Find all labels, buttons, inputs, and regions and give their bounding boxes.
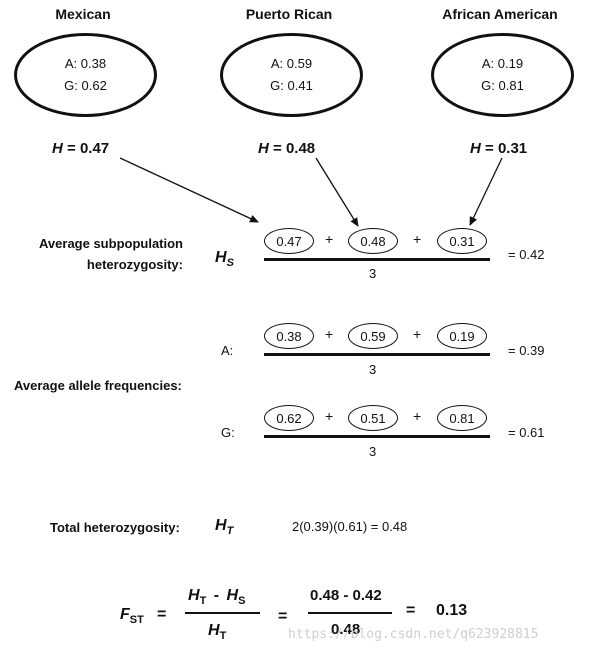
hs-term-2: 0.48 xyxy=(348,228,398,254)
hs-symbol-sub: S xyxy=(226,257,234,270)
hs-label: Average subpopulation heterozygosity: xyxy=(30,233,183,275)
hs-fraction-bar xyxy=(264,258,490,261)
population-title-puerto-rican: Puerto Rican xyxy=(245,6,333,22)
fst-den-value: 0.48 xyxy=(331,621,361,638)
g-denominator: 3 xyxy=(369,444,377,459)
g-term-1: 0.62 xyxy=(264,405,314,431)
arrow-mexican xyxy=(119,157,259,223)
fst-numerator: HT - HS xyxy=(188,587,245,607)
fst-equals-3: = xyxy=(406,602,416,619)
g-term-3: 0.81 xyxy=(437,405,487,431)
g-result: = 0.61 xyxy=(508,425,545,440)
hs-label-line1: Average subpopulation xyxy=(39,236,183,251)
fst-den-h: H xyxy=(208,622,220,639)
population-title-mexican: Mexican xyxy=(55,6,111,22)
a-term-2: 0.59 xyxy=(348,323,398,349)
hs-denominator: 3 xyxy=(369,266,377,281)
ht-expression: 2(0.39)(0.61) = 0.48 xyxy=(292,519,408,534)
fst-equals-2: = xyxy=(278,608,288,625)
fst-fraction-bar-1 xyxy=(185,612,260,614)
hs-symbol: HS xyxy=(215,249,234,269)
h-value-text: = 0.47 xyxy=(67,140,110,157)
watermark-text: https://blog.csdn.net/q623928815 xyxy=(288,627,539,642)
fst-symbol-f: F xyxy=(120,606,130,623)
h-value-african-american: H = 0.31 xyxy=(470,140,527,157)
fst-num-h2: H xyxy=(226,587,239,604)
allele-frequencies-label: Average allele frequencies: xyxy=(14,378,182,393)
arrow-african-american xyxy=(469,157,503,226)
fst-num-values: 0.48 - 0.42 xyxy=(310,587,382,604)
ht-symbol: HT xyxy=(215,517,233,537)
allele-a-freq: A: 0.59 xyxy=(270,56,313,71)
hs-term-1: 0.47 xyxy=(264,228,314,254)
g-plus-1: + xyxy=(325,408,334,424)
ht-label: Total heterozygosity: xyxy=(50,520,180,535)
hs-term-3: 0.31 xyxy=(437,228,487,254)
h-value-mexican: H = 0.47 xyxy=(52,140,109,157)
fst-fraction-bar-2 xyxy=(308,612,392,614)
fst-num-t: T xyxy=(199,595,207,608)
fst-symbol: FST xyxy=(120,606,144,626)
ht-symbol-sub: T xyxy=(226,525,234,538)
a-term-3: 0.19 xyxy=(437,323,487,349)
fst-denominator: HT xyxy=(208,622,226,642)
h-symbol: H xyxy=(52,140,63,157)
population-ellipse-mexican: A: 0.38 G: 0.62 xyxy=(14,33,157,117)
allele-g-freq: G: 0.41 xyxy=(270,78,313,93)
ht-symbol-h: H xyxy=(215,517,227,534)
fst-symbol-sub: ST xyxy=(129,614,144,627)
h-value-text: = 0.31 xyxy=(485,140,528,157)
fst-num-h: H xyxy=(188,587,200,604)
h-value-text: = 0.48 xyxy=(273,140,316,157)
hs-symbol-h: H xyxy=(215,249,227,266)
a-plus-2: + xyxy=(413,326,422,342)
allele-a-freq: A: 0.38 xyxy=(64,56,107,71)
population-title-african-american: African American xyxy=(442,6,558,22)
g-term-2: 0.51 xyxy=(348,405,398,431)
allele-a-freq: A: 0.19 xyxy=(481,56,524,71)
g-fraction-bar xyxy=(264,435,490,438)
population-ellipse-puerto-rican: A: 0.59 G: 0.41 xyxy=(220,33,363,117)
fst-equals-1: = xyxy=(157,606,167,623)
h-symbol: H xyxy=(470,140,481,157)
fst-num-s: S xyxy=(238,595,246,608)
hs-plus-1: + xyxy=(325,231,334,247)
fst-minus: - xyxy=(213,587,220,604)
allele-g-freq: G: 0.62 xyxy=(64,78,107,93)
a-term-1: 0.38 xyxy=(264,323,314,349)
population-ellipse-african-american: A: 0.19 G: 0.81 xyxy=(431,33,574,117)
hs-plus-2: + xyxy=(413,231,422,247)
a-result: = 0.39 xyxy=(508,343,545,358)
g-row-label: G: xyxy=(221,425,235,440)
h-symbol: H xyxy=(258,140,269,157)
fst-den-t: T xyxy=(219,630,227,643)
hs-label-line2: heterozygosity: xyxy=(86,257,183,272)
allele-g-freq: G: 0.81 xyxy=(481,78,524,93)
a-denominator: 3 xyxy=(369,362,377,377)
fst-result: 0.13 xyxy=(436,602,468,619)
a-row-label: A: xyxy=(221,343,234,358)
a-fraction-bar xyxy=(264,353,490,356)
a-plus-1: + xyxy=(325,326,334,342)
arrow-puerto-rican xyxy=(315,157,359,227)
g-plus-2: + xyxy=(413,408,422,424)
h-value-puerto-rican: H = 0.48 xyxy=(258,140,315,157)
hs-result: = 0.42 xyxy=(508,247,545,262)
